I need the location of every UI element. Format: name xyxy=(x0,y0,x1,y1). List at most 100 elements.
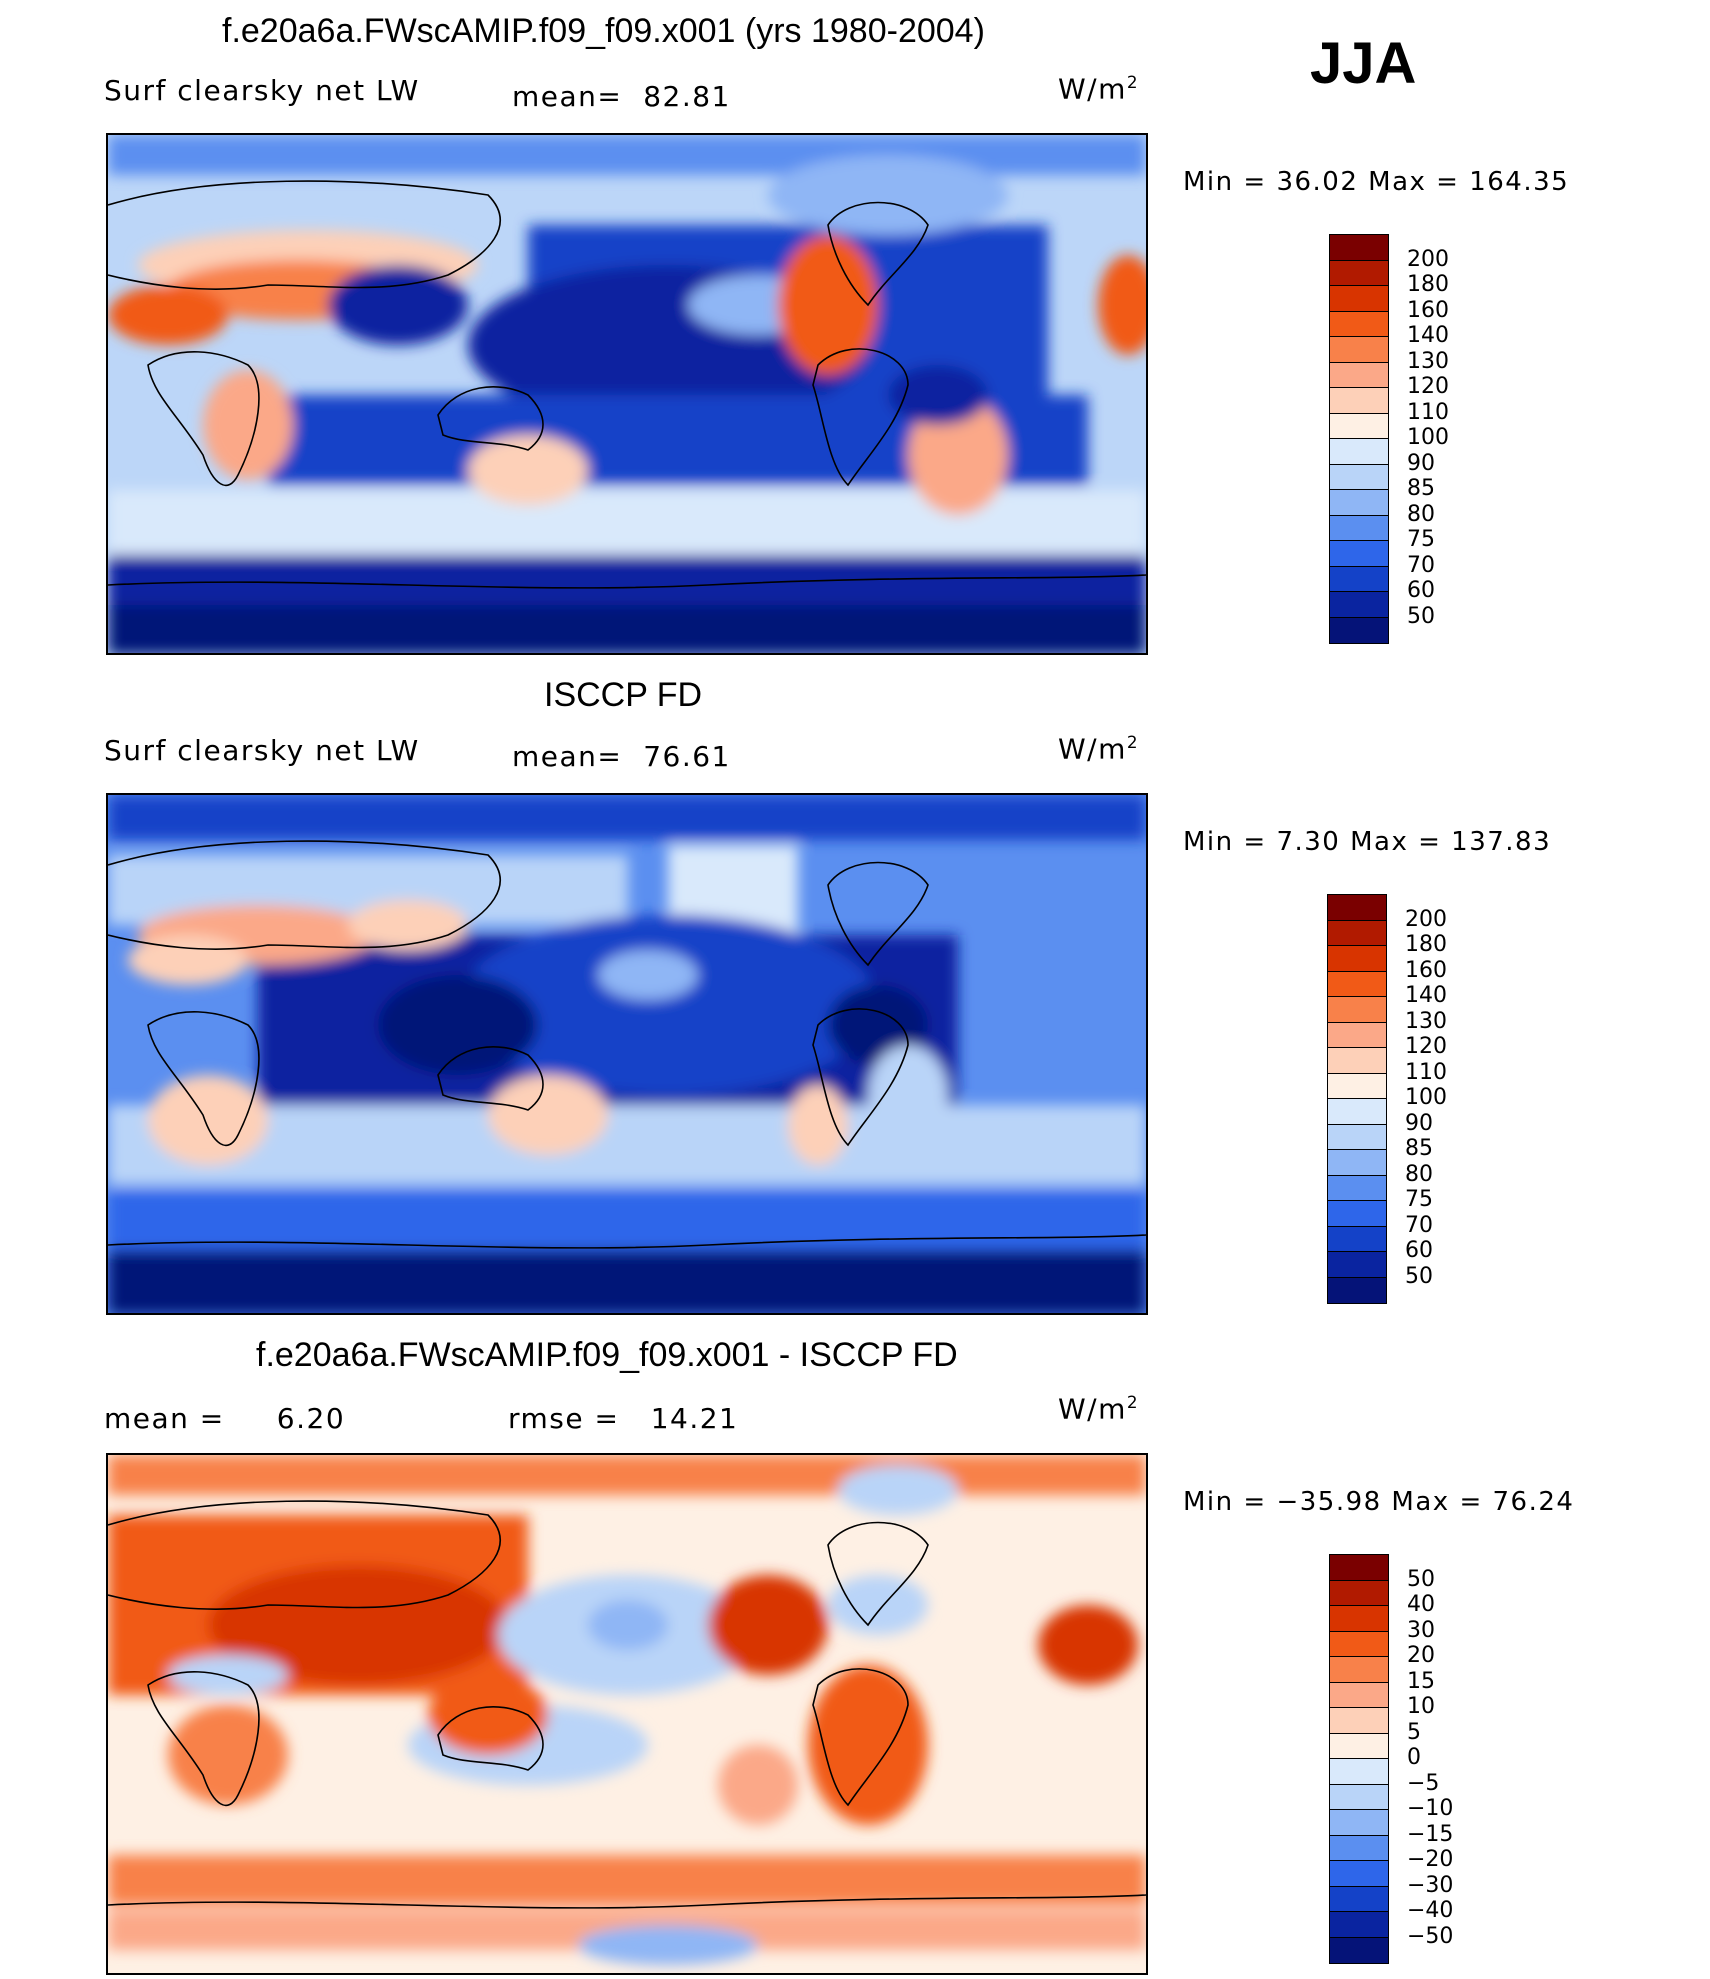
colorbar-swatch xyxy=(1328,1150,1386,1176)
panel2-title: ISCCP FD xyxy=(544,676,703,714)
panel2-minmax: Min = 7.30 Max = 137.83 xyxy=(1183,827,1552,857)
colorbar-tick-label: 90 xyxy=(1405,1110,1433,1136)
panel3-colorbar xyxy=(1329,1554,1389,1964)
colorbar-tick-label: −50 xyxy=(1407,1923,1454,1949)
colorbar-tick-label: 140 xyxy=(1407,323,1449,348)
colorbar-tick-label: 85 xyxy=(1405,1136,1433,1161)
colorbar-tick-label: 50 xyxy=(1405,1263,1433,1289)
panel3-rmse: rmse = 14.21 xyxy=(508,1402,738,1435)
panel2-variable: Surf clearsky net LW xyxy=(104,734,420,767)
colorbar-swatch xyxy=(1330,1784,1388,1810)
colorbar-tick-label: 60 xyxy=(1407,578,1435,603)
colorbar-swatch xyxy=(1330,1733,1388,1759)
colorbar-tick-label: 120 xyxy=(1405,1034,1447,1059)
colorbar-tick-label: 80 xyxy=(1405,1161,1433,1187)
panel3-units-exp: 2 xyxy=(1126,1392,1140,1412)
colorbar-swatch xyxy=(1330,1657,1388,1683)
colorbar-tick-label: 180 xyxy=(1407,272,1449,297)
colorbar-swatch xyxy=(1328,1099,1386,1125)
panel2-mean-label: mean= xyxy=(512,740,623,773)
colorbar-tick-label: 75 xyxy=(1405,1187,1433,1212)
panel2-mean-value: 76.61 xyxy=(643,740,731,773)
colorbar-tick-label: −20 xyxy=(1407,1847,1454,1872)
colorbar-swatch xyxy=(1330,1606,1388,1632)
colorbar-swatch xyxy=(1330,260,1388,286)
colorbar-swatch xyxy=(1330,1835,1388,1861)
panel1-mean-value: 82.81 xyxy=(643,80,731,113)
panel3-rmse-value: 14.21 xyxy=(650,1402,739,1435)
colorbar-swatch xyxy=(1330,617,1388,643)
colorbar-swatch xyxy=(1330,1937,1388,1963)
colorbar-swatch xyxy=(1330,592,1388,618)
colorbar-tick-label: 70 xyxy=(1405,1212,1433,1238)
panel1-map xyxy=(106,133,1148,655)
colorbar-tick-label: 40 xyxy=(1407,1592,1435,1617)
colorbar-swatch xyxy=(1330,1708,1388,1734)
colorbar-swatch xyxy=(1328,895,1386,921)
colorbar-swatch xyxy=(1328,997,1386,1023)
colorbar-tick-label: 70 xyxy=(1407,552,1435,578)
panel1-colorbar xyxy=(1329,234,1389,644)
colorbar-swatch xyxy=(1330,490,1388,516)
panel1-variable: Surf clearsky net LW xyxy=(104,74,420,107)
panel1-minmax: Min = 36.02 Max = 164.35 xyxy=(1183,167,1570,197)
colorbar-swatch xyxy=(1330,439,1388,465)
colorbar-swatch xyxy=(1330,1580,1388,1606)
panel2-mean: mean= 76.61 xyxy=(512,740,731,773)
colorbar-swatch xyxy=(1330,515,1388,541)
colorbar-swatch xyxy=(1328,1201,1386,1227)
panel3-minmax: Min = −35.98 Max = 76.24 xyxy=(1183,1487,1575,1517)
colorbar-tick-label: 30 xyxy=(1407,1617,1435,1643)
colorbar-swatch xyxy=(1328,1226,1386,1252)
panel3-mean: mean = 6.20 xyxy=(104,1402,345,1435)
colorbar-swatch xyxy=(1330,311,1388,337)
colorbar-tick-label: 100 xyxy=(1407,425,1449,450)
panel2-units-exp: 2 xyxy=(1126,732,1140,752)
colorbar-tick-label: 85 xyxy=(1407,476,1435,501)
colorbar-tick-label: 160 xyxy=(1407,297,1449,323)
colorbar-tick-label: −30 xyxy=(1407,1872,1454,1898)
panel1-units-base: W/m xyxy=(1058,72,1127,106)
colorbar-tick-label: 110 xyxy=(1405,1059,1447,1085)
colorbar-swatch xyxy=(1330,1631,1388,1657)
colorbar-swatch xyxy=(1330,388,1388,414)
colorbar-tick-label: −10 xyxy=(1407,1796,1454,1821)
panel3-rmse-label: rmse = xyxy=(508,1402,620,1435)
colorbar-tick-label: 10 xyxy=(1407,1694,1435,1719)
colorbar-swatch xyxy=(1330,362,1388,388)
colorbar-tick-label: 90 xyxy=(1407,450,1435,476)
panel2-colorbar xyxy=(1327,894,1387,1304)
colorbar-swatch xyxy=(1330,566,1388,592)
colorbar-tick-label: 15 xyxy=(1407,1668,1435,1694)
colorbar-swatch xyxy=(1330,286,1388,312)
colorbar-swatch xyxy=(1330,1555,1388,1581)
panel1-mean: mean= 82.81 xyxy=(512,80,731,113)
colorbar-swatch xyxy=(1330,1886,1388,1912)
colorbar-tick-label: 120 xyxy=(1407,374,1449,399)
panel1-units: W/m2 xyxy=(1058,72,1139,105)
colorbar-tick-label: 50 xyxy=(1407,1566,1435,1592)
panel2-units: W/m2 xyxy=(1058,732,1139,765)
panel3-title: f.e20a6a.FWscAMIP.f09_f09.x001 - ISCCP F… xyxy=(256,1336,958,1374)
colorbar-tick-label: 130 xyxy=(1407,348,1449,374)
colorbar-tick-label: 200 xyxy=(1407,246,1449,272)
colorbar-tick-label: −15 xyxy=(1407,1821,1454,1847)
panel3-units: W/m2 xyxy=(1058,1392,1139,1425)
season-label: JJA xyxy=(1310,31,1417,96)
colorbar-tick-label: 130 xyxy=(1405,1008,1447,1034)
colorbar-tick-label: 75 xyxy=(1407,527,1435,552)
panel3-units-base: W/m xyxy=(1058,1392,1127,1426)
colorbar-tick-label: 5 xyxy=(1407,1719,1421,1745)
colorbar-swatch xyxy=(1330,541,1388,567)
colorbar-swatch xyxy=(1330,235,1388,261)
colorbar-swatch xyxy=(1328,1277,1386,1303)
panel1-units-exp: 2 xyxy=(1126,72,1140,92)
panel1-title: f.e20a6a.FWscAMIP.f09_f09.x001 (yrs 1980… xyxy=(222,12,985,50)
colorbar-tick-label: 160 xyxy=(1405,957,1447,983)
colorbar-swatch xyxy=(1328,1175,1386,1201)
colorbar-tick-label: 100 xyxy=(1405,1085,1447,1110)
colorbar-swatch xyxy=(1330,1912,1388,1938)
colorbar-swatch xyxy=(1330,413,1388,439)
colorbar-swatch xyxy=(1330,464,1388,490)
colorbar-swatch xyxy=(1330,337,1388,363)
